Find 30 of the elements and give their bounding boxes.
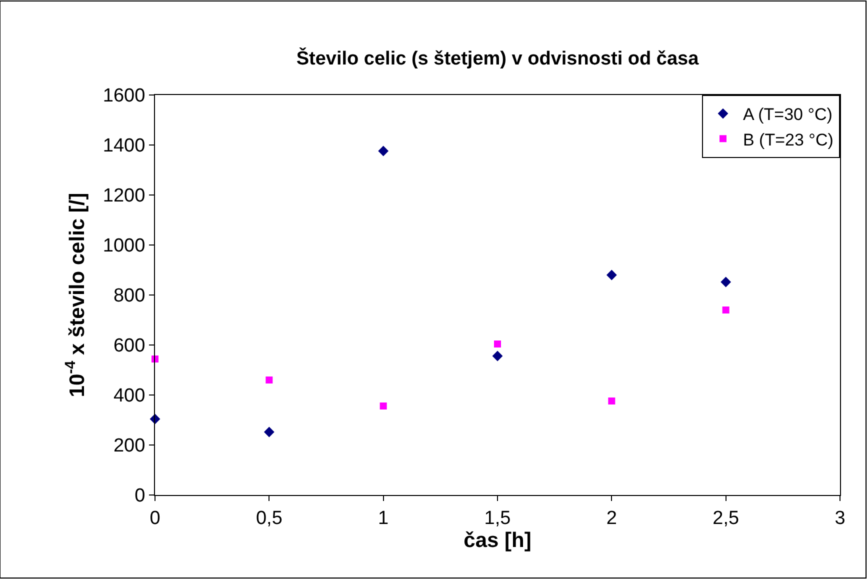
y-tick-label: 1400: [102, 136, 146, 157]
y-tick-label: 800: [113, 286, 146, 307]
point: [494, 340, 501, 348]
point: [722, 306, 730, 314]
point: [264, 426, 274, 438]
point: [380, 402, 387, 410]
point: [492, 350, 503, 362]
point: [720, 276, 732, 288]
x-tick-label: 1,5: [484, 508, 511, 529]
x-axis-title: čas [h]: [464, 529, 532, 552]
point: [608, 398, 616, 404]
chart-title: Število celic (s štetjem) v odvisnosti od časa: [296, 46, 700, 70]
x-tick-label: 0,5: [256, 508, 282, 529]
y-tick-label: 400: [113, 386, 146, 407]
point: [266, 376, 273, 384]
x-tick-label: 3: [834, 508, 846, 529]
y-tick-label: 1000: [102, 236, 146, 257]
point: [606, 270, 617, 280]
x-tick-label: 2: [606, 508, 617, 529]
y-tick-label: 1200: [102, 186, 146, 207]
legend-label: B (T=23 °C): [743, 130, 834, 150]
y-tick-label: 1600: [102, 86, 146, 107]
y-tick-label: 200: [113, 436, 146, 457]
x-tick-label: 1: [378, 508, 389, 529]
y-tick-label: 600: [113, 336, 146, 357]
x-tick-label: 0: [150, 508, 160, 529]
point: [378, 146, 389, 156]
x-tick-label: 2,5: [712, 508, 740, 529]
legend-label: A (T=30 °C): [743, 105, 832, 124]
y-tick-label: 0: [134, 486, 146, 507]
